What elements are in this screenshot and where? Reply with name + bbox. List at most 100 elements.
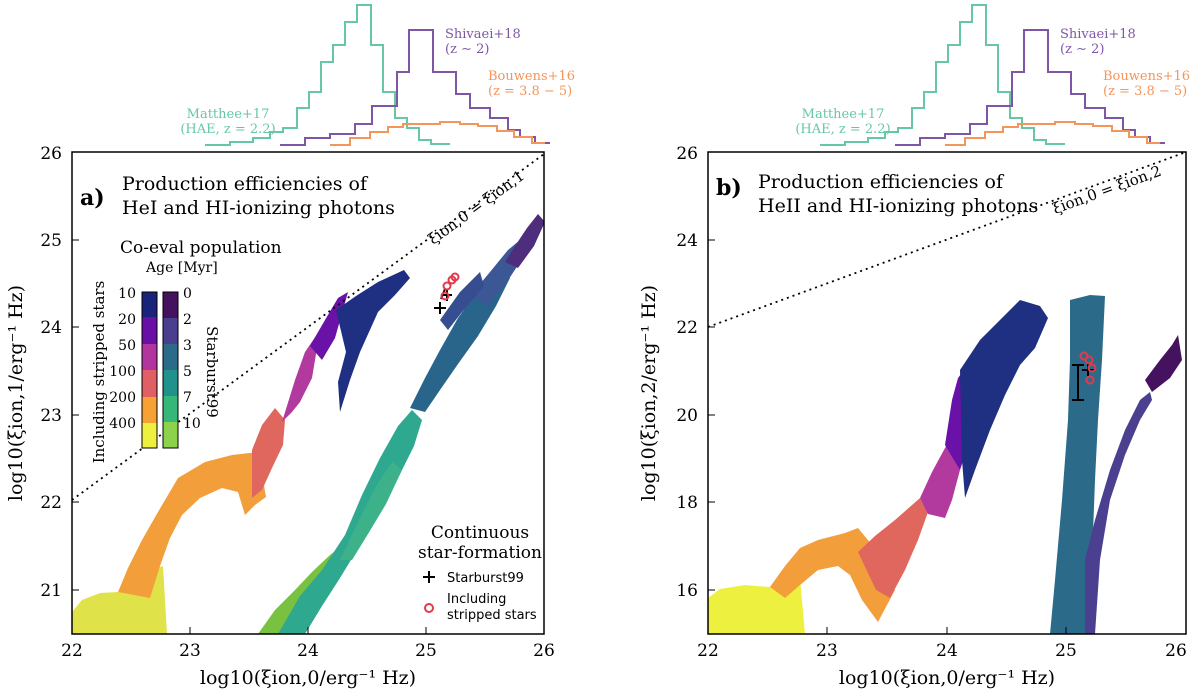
track-sb99-purple bbox=[1085, 392, 1152, 634]
histogram-bouwens bbox=[330, 121, 545, 146]
y-tick-label: 21 bbox=[40, 581, 62, 601]
colorbar-left-seg bbox=[142, 317, 157, 344]
colorbar-left-tick: 10 bbox=[118, 286, 136, 302]
histograms-panel-b: Matthee+17 (HAE, z = 2.2) Shivaei+18 (z … bbox=[795, 4, 1190, 146]
legend-entry-stripped-line2: stripped stars bbox=[447, 608, 537, 623]
y-axis-label-b: log10(ξion,2/erg⁻¹ Hz) bbox=[638, 285, 660, 501]
hist-label-bouwens-name: Bouwens+16 bbox=[1103, 69, 1190, 84]
plot-frame-b bbox=[707, 151, 1187, 635]
colorbar-left-seg bbox=[142, 344, 157, 370]
stripped-marker bbox=[440, 291, 450, 301]
y-tick-label: 26 bbox=[676, 144, 698, 164]
track-sb99-slate bbox=[470, 240, 520, 306]
track-sb99-dark bbox=[1145, 335, 1182, 392]
colorbar-right-tick: 10 bbox=[183, 416, 201, 432]
track-stripped-navy bbox=[960, 300, 1048, 498]
colorbar-left-seg bbox=[142, 397, 157, 423]
tracks-panel-b bbox=[708, 295, 1182, 634]
hist-label-matthee-name: Matthee+17 bbox=[187, 107, 270, 122]
track-sb99-teal-light bbox=[340, 462, 402, 560]
colorbar-right-tick: 3 bbox=[183, 338, 192, 354]
hist-label-bouwens-note: (z = 3.8 − 5) bbox=[488, 84, 572, 99]
continuous-markers-b bbox=[1072, 351, 1097, 401]
stripped-marker bbox=[1087, 363, 1097, 373]
x-axis-a: 22 23 24 25 26 log10(ξion,0/erg⁻¹ Hz) bbox=[61, 627, 555, 689]
legend-entry-sb99: Starburst99 bbox=[447, 571, 524, 586]
track-sb99-purple bbox=[505, 214, 544, 268]
track-stripped-red bbox=[252, 408, 285, 498]
track-stripped-red bbox=[858, 498, 928, 598]
x-tick-label: 22 bbox=[61, 641, 83, 661]
y-axis-label-a: log10(ξion,1/erg⁻¹ Hz) bbox=[5, 285, 27, 501]
y-tick-label: 24 bbox=[676, 231, 698, 251]
legend-a: Continuous star-formation Starburst99 In… bbox=[418, 523, 542, 623]
x-tick-label: 23 bbox=[179, 641, 201, 661]
colorbar-left-seg bbox=[142, 423, 157, 448]
panel-label-a: a) bbox=[80, 185, 105, 211]
x-axis-label-a: log10(ξion,0/erg⁻¹ Hz) bbox=[200, 667, 416, 689]
colorbar-right-seg bbox=[163, 292, 178, 318]
colorbar-right-seg bbox=[163, 422, 178, 448]
colorbar-right-seg bbox=[163, 344, 178, 370]
x-tick-label: 26 bbox=[533, 641, 555, 661]
panel-title-b-line1: Production efficiencies of bbox=[758, 171, 1005, 193]
y-tick-label: 23 bbox=[40, 406, 62, 426]
y-tick-label: 22 bbox=[40, 493, 62, 513]
colorbar-right-seg bbox=[163, 370, 178, 396]
legend-title-line2: star-formation bbox=[418, 543, 542, 563]
colorbar-right-seg bbox=[163, 396, 178, 422]
colorbar-subheading: Age [Myr] bbox=[145, 260, 218, 276]
hist-label-shivaei-name: Shivaei+18 bbox=[1060, 27, 1136, 42]
y-tick-label: 20 bbox=[676, 406, 698, 426]
histograms-panel-a: Matthee+17 (HAE, z = 2.2) Shivaei+18 (z … bbox=[180, 4, 575, 146]
x-tick-label: 23 bbox=[816, 641, 838, 661]
stripped-marker bbox=[450, 272, 460, 282]
histogram-bouwens bbox=[945, 121, 1160, 146]
hist-label-shivaei-note: (z ∼ 2) bbox=[445, 42, 489, 57]
colorbar-left-tick: 200 bbox=[109, 390, 136, 406]
colorbar-heading: Co-eval population bbox=[120, 238, 282, 258]
colorbar-right-frame bbox=[162, 291, 179, 449]
stripped-marker bbox=[1084, 355, 1094, 365]
hist-label-bouwens-note: (z = 3.8 − 5) bbox=[1103, 84, 1187, 99]
hist-label-matthee-name: Matthee+17 bbox=[802, 107, 885, 122]
track-stripped-magenta bbox=[282, 330, 320, 422]
legend-circle-marker bbox=[424, 603, 434, 613]
tracks-panel-a bbox=[72, 214, 544, 634]
legend-entry-stripped-line1: Including bbox=[447, 592, 506, 607]
hist-label-shivaei-name: Shivaei+18 bbox=[445, 27, 521, 42]
y-tick-label: 25 bbox=[40, 231, 62, 251]
colorbar-right-tick: 7 bbox=[183, 390, 192, 406]
colorbar-right-tick: 2 bbox=[183, 312, 192, 328]
colorbar-left-seg bbox=[142, 370, 157, 397]
sb99-marker bbox=[434, 288, 452, 314]
y-tick-label: 18 bbox=[676, 493, 698, 513]
x-tick-label: 25 bbox=[415, 641, 437, 661]
x-tick-label: 22 bbox=[697, 641, 719, 661]
track-sb99-mid bbox=[440, 272, 484, 330]
hist-label-matthee-note: (HAE, z = 2.2) bbox=[795, 122, 890, 137]
y-tick-label: 16 bbox=[676, 581, 698, 601]
colorbar-left-seg bbox=[142, 292, 157, 317]
hist-label-bouwens-name: Bouwens+16 bbox=[488, 69, 575, 84]
x-tick-label: 24 bbox=[936, 641, 958, 661]
y-tick-label: 22 bbox=[676, 318, 698, 338]
colorbar-left-tick: 400 bbox=[109, 416, 136, 432]
one-to-one-label-b: ξion,0 = ξion,2 bbox=[1050, 162, 1164, 218]
x-axis-label-b: log10(ξion,0/erg⁻¹ Hz) bbox=[839, 667, 1055, 689]
track-sb99-green bbox=[258, 546, 345, 634]
colorbar-right-tick: 5 bbox=[183, 364, 192, 380]
colorbar-right-tick: 0 bbox=[183, 286, 192, 302]
panel-a: Matthee+17 (HAE, z = 2.2) Shivaei+18 (z … bbox=[5, 4, 575, 689]
x-tick-label: 25 bbox=[1055, 641, 1077, 661]
colorbar-group: Co-eval population Age [Myr] 10 20 50 10… bbox=[90, 238, 282, 463]
stripped-marker bbox=[1085, 375, 1095, 385]
colorbar-left-label: Including stripped stars bbox=[90, 281, 108, 464]
x-axis-b: 22 23 24 25 26 log10(ξion,0/erg⁻¹ Hz) bbox=[697, 627, 1187, 689]
panel-title-a-line2: HeI and HI-ionizing photons bbox=[122, 197, 395, 219]
y-axis-b: 16 18 20 22 24 26 log10(ξion,2/erg⁻¹ Hz) bbox=[638, 144, 715, 601]
one-to-one-line-b bbox=[707, 151, 1187, 328]
colorbar-left-frame bbox=[141, 291, 158, 449]
y-tick-label: 26 bbox=[40, 144, 62, 164]
